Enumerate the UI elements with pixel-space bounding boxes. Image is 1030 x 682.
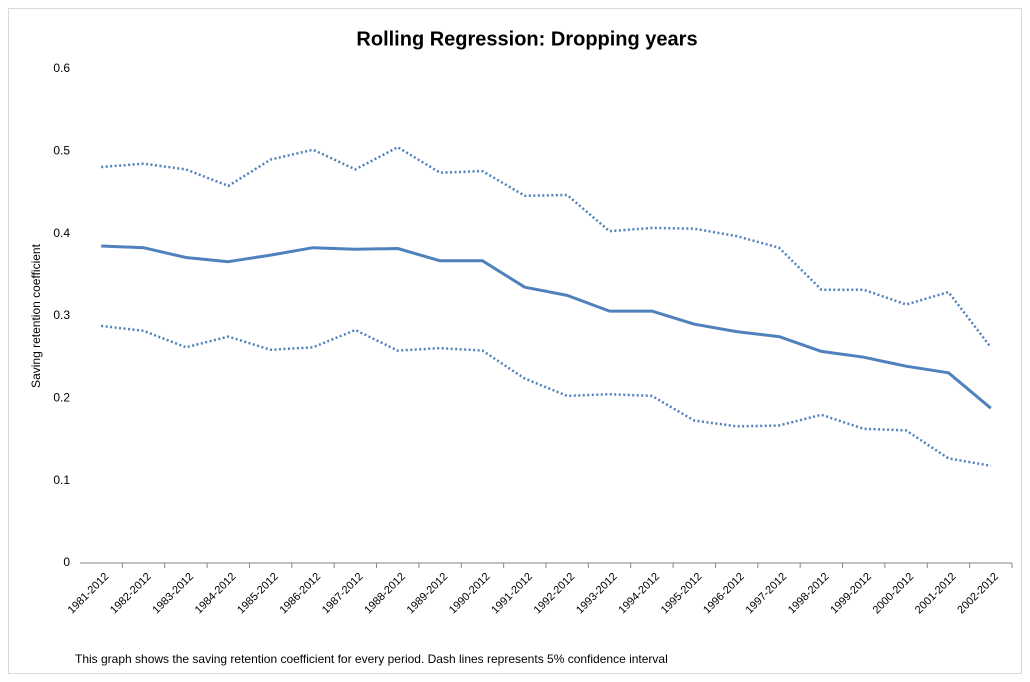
y-tick-label: 0.3 [53,308,70,322]
y-tick-label: 0.4 [53,226,70,240]
chart-title: Rolling Regression: Dropping years [356,28,697,50]
y-tick-label: 0.1 [53,473,70,487]
footnote: This graph shows the saving retention co… [75,652,668,666]
series-line [101,244,992,410]
y-tick-label: 0.2 [53,391,70,405]
y-tick-label: 0 [63,555,70,569]
y-tick-label: 0.5 [53,144,70,158]
y-axis-label: Saving retention coefficient [29,243,43,388]
chart-frame [8,8,1022,674]
series-line [101,145,992,349]
series-line [101,324,992,468]
y-tick-label: 0.6 [53,61,70,75]
